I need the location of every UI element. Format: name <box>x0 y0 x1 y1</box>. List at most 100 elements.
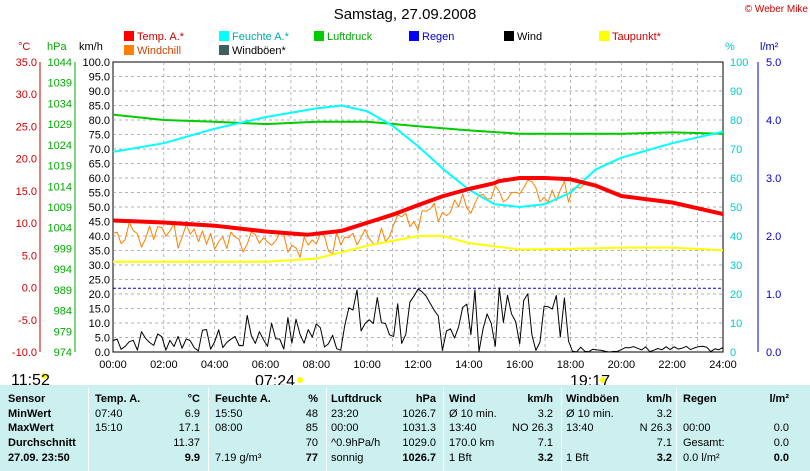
temp-unit: °C <box>18 41 31 53</box>
wind-unit: km/h <box>79 41 103 53</box>
x-tick-label: 02:00 <box>150 359 178 371</box>
x-tick-label: 08:00 <box>303 359 331 371</box>
table-header: km/h <box>527 393 553 405</box>
humidity-tick-label: 10 <box>730 318 742 330</box>
chart-title: Samstag, 27.09.2008 <box>333 6 477 23</box>
table-row-label: MinWert <box>8 408 52 420</box>
table-header: % <box>308 393 318 405</box>
table-row-label: 27.09. 23:50 <box>8 452 70 464</box>
table-header: l/m² <box>769 393 789 405</box>
table-cell: 15:50 <box>215 408 243 420</box>
wind-tick-label: 45.0 <box>89 217 110 229</box>
humidity-tick-label: 100 <box>730 57 748 69</box>
x-tick-label: 20:00 <box>608 359 636 371</box>
x-tick-label: 18:00 <box>557 359 585 371</box>
wind-tick-label: 10.0 <box>89 318 110 330</box>
humidity-tick-label: 20 <box>730 289 742 301</box>
table-row-label: Durchschnitt <box>8 437 76 449</box>
legend-label: Feuchte A.* <box>232 31 289 43</box>
legend-label: Windböen* <box>232 45 286 57</box>
table-cell: 1026.7 <box>402 408 436 420</box>
table-cell: 48 <box>305 408 318 420</box>
pressure-tick-label: 1009 <box>48 202 72 214</box>
pressure-tick-label: 1034 <box>48 98 72 110</box>
humidity-tick-label: 70 <box>730 144 742 156</box>
legend-item: Windchill <box>124 45 181 57</box>
table-cell: 3.2 <box>537 452 553 464</box>
table-divider <box>88 388 89 471</box>
wind-tick-label: 25.0 <box>89 275 110 287</box>
pressure-tick-label: 1039 <box>48 78 72 90</box>
humidity-tick-label: 80 <box>730 115 742 127</box>
humidity-tick-label: 60 <box>730 173 742 185</box>
table-header: km/h <box>646 393 672 405</box>
x-tick-label: 04:00 <box>201 359 229 371</box>
table-cell: 07:40 <box>95 408 123 420</box>
x-tick-label: 06:00 <box>252 359 280 371</box>
table-cell: 3.2 <box>656 452 672 464</box>
table-cell: 00:00 <box>683 422 711 434</box>
sunset-marker <box>600 377 606 383</box>
table-cell: 1026.7 <box>402 452 436 464</box>
rain-tick-label: 1.0 <box>766 289 781 301</box>
table-header: Feuchte A. <box>215 393 271 405</box>
wind-tick-label: 75.0 <box>89 130 110 142</box>
wind-tick-label: 65.0 <box>89 159 110 171</box>
rain-tick-label: 3.0 <box>766 173 781 185</box>
legend-item: Luftdruck <box>314 31 372 43</box>
table-cell: 77 <box>305 452 318 464</box>
table-cell: 7.1 <box>537 437 553 449</box>
wind-tick-label: 100.0 <box>82 57 110 69</box>
table-cell: Ø 10 min. <box>449 408 497 420</box>
temp-tick-label: 15.0 <box>16 186 37 198</box>
pressure-tick-label: 1029 <box>48 119 72 131</box>
table-cell: sonnig <box>331 452 364 464</box>
legend-item: Wind <box>504 31 542 43</box>
table-row-label: MaxWert <box>8 422 54 434</box>
legend-swatch <box>409 31 419 41</box>
temp-tick-label: 30.0 <box>16 89 37 101</box>
pressure-tick-label: 1024 <box>48 140 72 152</box>
pressure-tick-label: 994 <box>54 264 72 276</box>
table-cell: 0.0 <box>773 422 789 434</box>
wind-tick-label: 0.0 <box>95 347 110 359</box>
table-header: Luftdruck <box>331 393 382 405</box>
table-cell: 13:40 <box>449 422 477 434</box>
legend-label: Temp. A.* <box>137 31 185 43</box>
legend-item: Windböen* <box>219 45 286 57</box>
copyright-text: © Weber Mike <box>744 4 808 15</box>
wind-tick-label: 80.0 <box>89 115 110 127</box>
pressure-tick-label: 1019 <box>48 161 72 173</box>
legend-label: Taupunkt* <box>612 31 661 43</box>
wind-tick-label: 50.0 <box>89 202 110 214</box>
legend-item: Feuchte A.* <box>219 31 289 43</box>
temp-tick-label: 5.0 <box>22 250 37 262</box>
legend-item: Regen <box>409 31 454 43</box>
rain-tick-label: 0.0 <box>766 347 781 359</box>
wind-tick-label: 55.0 <box>89 188 110 200</box>
moon-marker <box>41 373 47 379</box>
table-cell: 23:20 <box>331 408 359 420</box>
pressure-unit: hPa <box>47 41 67 53</box>
table-header: Windböen <box>566 393 620 405</box>
rain-tick-label: 2.0 <box>766 231 781 243</box>
x-tick-label: 00:00 <box>99 359 127 371</box>
x-tick-label: 22:00 <box>658 359 686 371</box>
legend-swatch <box>219 31 229 41</box>
legend-label: Wind <box>517 31 543 43</box>
legend-item: Taupunkt* <box>599 31 661 43</box>
wind-tick-label: 20.0 <box>89 289 110 301</box>
temp-tick-label: 10.0 <box>16 218 37 230</box>
table-divider <box>676 388 677 471</box>
table-cell: 11.37 <box>173 437 200 449</box>
dewpoint-line <box>113 235 724 263</box>
x-tick-label: 10:00 <box>353 359 381 371</box>
legend-swatch <box>504 31 514 41</box>
legend-item: Temp. A.* <box>124 31 184 43</box>
table-cell: Gesamt: <box>683 437 725 449</box>
wind-tick-label: 30.0 <box>89 260 110 272</box>
table-divider <box>326 388 327 471</box>
table-cell: NO 26.3 <box>512 422 553 434</box>
humidity-unit: % <box>725 41 735 53</box>
table-cell: 17.1 <box>178 422 200 434</box>
